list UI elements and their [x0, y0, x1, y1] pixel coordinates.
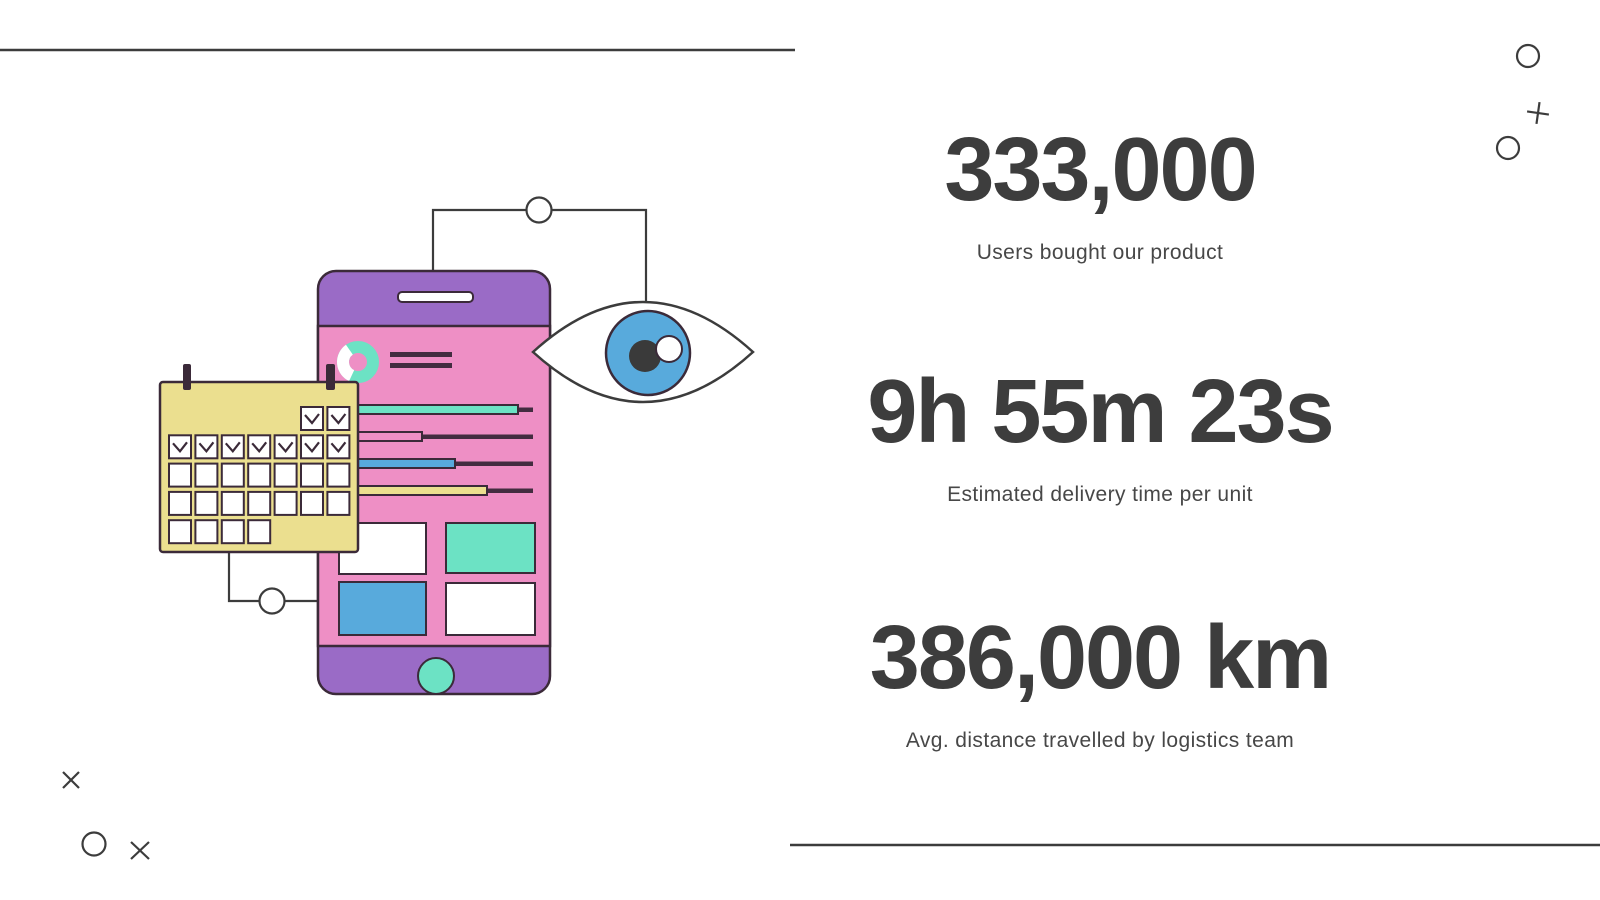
calendar-cell	[273, 434, 298, 460]
calendar-peg	[326, 364, 335, 390]
calendar-cell	[168, 462, 192, 488]
screen-tile	[445, 522, 536, 574]
calendar-cell	[220, 490, 245, 516]
cross-icon	[130, 841, 150, 860]
stat-value: 386,000 km	[869, 608, 1332, 708]
calendar-cell	[194, 519, 219, 545]
checkmark-icon	[304, 413, 320, 425]
stat-label: Estimated delivery time per unit	[947, 483, 1253, 506]
calendar-cell	[326, 490, 351, 516]
calendar-cell	[220, 434, 245, 460]
calendar-grid	[168, 406, 351, 545]
donut-chart-icon	[337, 341, 379, 383]
checkmark-icon	[224, 441, 241, 454]
calendar-cell	[194, 462, 219, 488]
text-line	[390, 352, 452, 357]
checkmark-icon	[172, 441, 188, 454]
eye-pupil	[629, 340, 661, 372]
checkmark-icon	[198, 441, 215, 454]
calendar-cell	[300, 462, 324, 488]
calendar-cell	[247, 519, 272, 545]
checkmark-icon	[277, 441, 294, 454]
calendar-cell	[300, 434, 324, 460]
calendar-cell	[168, 434, 192, 460]
calendar-icon	[158, 364, 360, 554]
calendar-peg	[183, 364, 191, 390]
connector-phone-to-eye	[431, 196, 648, 302]
phone-speaker	[397, 291, 474, 303]
calendar-cell	[247, 462, 272, 488]
text-line	[390, 363, 452, 368]
progress-bar	[336, 404, 519, 415]
eye-highlight	[655, 335, 683, 363]
checkmark-icon	[330, 413, 347, 425]
screen-tile	[445, 582, 536, 636]
calendar-cell	[168, 519, 192, 545]
screen-tile	[338, 581, 427, 636]
eye-icon	[531, 300, 755, 404]
stat-label: Avg. distance travelled by logistics tea…	[905, 729, 1295, 752]
phone-home-button	[417, 657, 455, 695]
stats-panel: 333,000 Users bought our product 9h 55m …	[770, 0, 1430, 900]
smartphone-icon	[316, 269, 552, 696]
calendar-cell	[194, 434, 219, 460]
progress-bar	[336, 485, 488, 496]
calendar-cell	[273, 490, 298, 516]
calendar-cell	[220, 462, 245, 488]
calendar-cell	[247, 434, 272, 460]
checkmark-icon	[330, 441, 347, 454]
circle-icon	[81, 831, 107, 857]
cross-icon	[62, 771, 80, 789]
progress-bars-icon	[336, 404, 533, 496]
connector-node-icon	[525, 196, 553, 224]
calendar-cell	[220, 519, 245, 545]
calendar-cell	[194, 490, 219, 516]
bar-track	[337, 434, 533, 439]
calendar-cell	[273, 462, 298, 488]
circle-icon	[1495, 135, 1521, 161]
checkmark-icon	[304, 441, 320, 454]
plus-icon	[1526, 101, 1550, 125]
stat-value: 333,000	[944, 120, 1257, 220]
donut-segment	[337, 344, 355, 382]
connector-node-icon	[258, 587, 286, 615]
calendar-cell	[326, 462, 351, 488]
calendar-cell	[326, 406, 351, 431]
calendar-cell	[247, 490, 272, 516]
checkmark-icon	[251, 441, 268, 454]
calendar-cell	[326, 434, 351, 460]
calendar-cell	[300, 406, 324, 431]
calendar-cell	[300, 490, 324, 516]
connector-calendar-to-phone	[227, 552, 318, 615]
stat-value: 9h 55m 23s	[867, 362, 1334, 462]
stat-label: Users bought our product	[976, 241, 1224, 264]
calendar-cell	[168, 490, 192, 516]
circle-icon	[1515, 43, 1541, 69]
